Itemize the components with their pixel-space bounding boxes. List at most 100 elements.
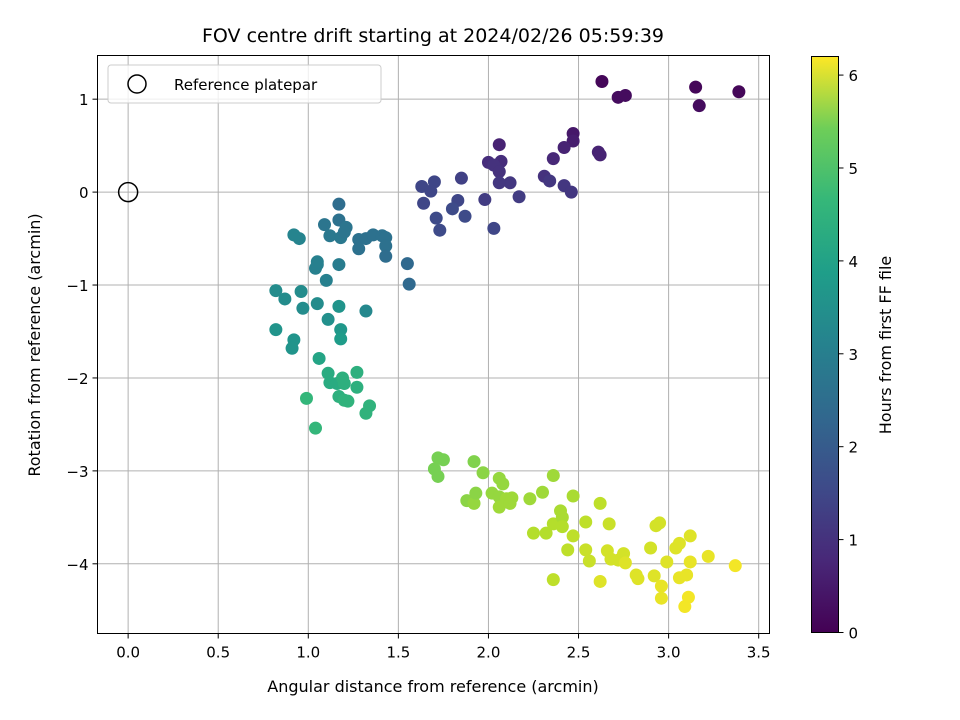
- x-tick-label: 2.0: [477, 644, 501, 662]
- data-point: [595, 75, 609, 89]
- legend-marker: [127, 74, 147, 94]
- data-points: [269, 75, 746, 614]
- data-point: [292, 232, 306, 246]
- data-point: [431, 469, 445, 483]
- data-point: [350, 365, 364, 379]
- x-tick-label: 3.0: [657, 644, 681, 662]
- plot-area-frame: [97, 55, 770, 634]
- data-point: [496, 477, 510, 491]
- colorbar-label: Hours from first FF file: [876, 256, 895, 435]
- data-point: [692, 99, 706, 113]
- data-point: [654, 591, 668, 605]
- data-point: [350, 380, 364, 394]
- data-point: [546, 573, 560, 587]
- data-point: [631, 572, 645, 586]
- data-point: [593, 574, 607, 588]
- x-tick-label: 0.5: [206, 644, 230, 662]
- y-tick-label: −4: [66, 556, 88, 574]
- data-point: [546, 152, 560, 166]
- data-point: [319, 273, 333, 287]
- data-point: [296, 301, 310, 315]
- data-point: [654, 579, 668, 593]
- data-point: [653, 516, 667, 530]
- data-point: [512, 190, 526, 204]
- data-point: [660, 555, 674, 569]
- data-point: [310, 255, 324, 269]
- data-point: [478, 193, 492, 207]
- data-point: [294, 285, 308, 299]
- data-point: [467, 455, 481, 469]
- y-tick-label: 0: [79, 184, 89, 202]
- data-point: [476, 466, 490, 480]
- legend-box: [107, 64, 382, 104]
- data-point: [728, 559, 742, 573]
- data-point: [566, 529, 580, 543]
- data-point: [445, 202, 459, 216]
- data-point: [424, 184, 438, 198]
- data-point: [487, 221, 501, 235]
- legend: Reference platepar: [107, 64, 382, 104]
- data-point: [433, 223, 447, 237]
- x-axis-ticks: 0.0 0.5 1.0 1.5 2.0 2.5 3.0 3.5: [116, 633, 771, 662]
- colorbar-tick-label: 0: [849, 625, 859, 643]
- reference-point: [117, 181, 139, 203]
- data-point: [334, 332, 348, 346]
- colorbar-tick-label: 4: [849, 253, 859, 271]
- data-point: [469, 486, 483, 500]
- data-point: [593, 496, 607, 510]
- data-point: [555, 510, 569, 524]
- data-point: [467, 496, 481, 510]
- data-point: [417, 196, 431, 210]
- data-point: [566, 134, 580, 148]
- chart-title: FOV centre drift starting at 2024/02/26 …: [202, 25, 664, 47]
- data-point: [334, 323, 348, 337]
- data-point: [318, 218, 332, 232]
- data-point: [458, 209, 472, 223]
- colorbar: 0 1 2 3 4 5 6 Hours from first FF file: [811, 56, 895, 643]
- data-point: [555, 520, 569, 534]
- data-point: [582, 554, 596, 568]
- data-point: [332, 299, 346, 313]
- y-tick-label: −1: [66, 277, 88, 295]
- x-tick-label: 3.5: [747, 644, 771, 662]
- data-point: [647, 569, 661, 583]
- x-tick-label: 2.5: [567, 644, 591, 662]
- data-point: [644, 541, 658, 555]
- data-point: [618, 88, 632, 102]
- data-point: [505, 491, 519, 505]
- data-point: [379, 239, 393, 253]
- data-point: [332, 197, 346, 211]
- legend-label: Reference platepar: [174, 76, 318, 94]
- data-point: [337, 377, 351, 391]
- data-point: [332, 258, 346, 272]
- data-point: [593, 148, 607, 162]
- data-point: [492, 176, 506, 190]
- data-point: [323, 229, 337, 243]
- y-axis-ticks: 1 0 −1 −2 −3 −4: [66, 91, 98, 574]
- data-point: [602, 517, 616, 531]
- data-point: [557, 140, 571, 154]
- x-tick-label: 1.5: [386, 644, 410, 662]
- data-point: [543, 174, 557, 188]
- data-point: [278, 292, 292, 306]
- data-point: [400, 257, 414, 271]
- y-axis-label: Rotation from reference (arcmin): [25, 213, 44, 476]
- x-axis-label: Angular distance from reference (arcmin): [267, 677, 598, 696]
- data-point: [352, 242, 366, 256]
- data-point: [359, 304, 373, 318]
- y-tick-label: 1: [79, 91, 89, 109]
- data-point: [579, 515, 593, 529]
- data-point: [492, 165, 506, 179]
- data-point: [492, 138, 506, 152]
- data-point: [429, 211, 443, 225]
- data-point: [618, 556, 632, 570]
- colorbar-tick-label: 5: [849, 160, 859, 178]
- data-point: [337, 225, 351, 239]
- x-tick-label: 1.0: [296, 644, 320, 662]
- data-point: [681, 590, 695, 604]
- data-point: [535, 485, 549, 499]
- data-point: [689, 80, 703, 94]
- colorbar-ticks: 0 1 2 3 4 5 6: [838, 67, 859, 643]
- data-point: [701, 549, 715, 563]
- colorbar-tick-label: 6: [849, 67, 859, 85]
